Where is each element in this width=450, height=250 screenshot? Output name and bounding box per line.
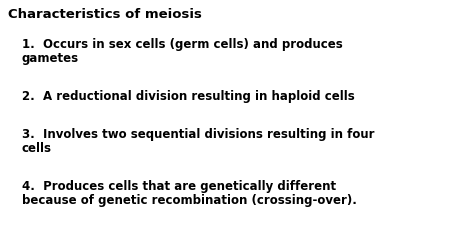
- Text: cells: cells: [22, 142, 52, 155]
- Text: Characteristics of meiosis: Characteristics of meiosis: [8, 8, 202, 21]
- Text: because of genetic recombination (crossing-over).: because of genetic recombination (crossi…: [22, 194, 357, 207]
- Text: 4.  Produces cells that are genetically different: 4. Produces cells that are genetically d…: [22, 180, 336, 193]
- Text: 2.  A reductional division resulting in haploid cells: 2. A reductional division resulting in h…: [22, 90, 355, 103]
- Text: gametes: gametes: [22, 52, 79, 65]
- Text: 1.  Occurs in sex cells (germ cells) and produces: 1. Occurs in sex cells (germ cells) and …: [22, 38, 343, 51]
- Text: 3.  Involves two sequential divisions resulting in four: 3. Involves two sequential divisions res…: [22, 128, 374, 141]
